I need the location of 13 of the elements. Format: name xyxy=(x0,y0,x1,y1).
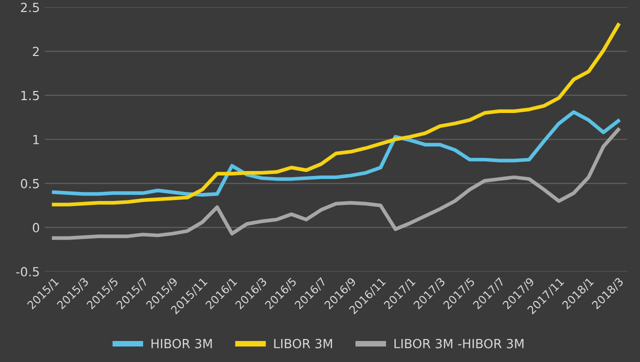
y-tick-label: 1.5 xyxy=(21,90,39,100)
y-tick-label: 1 xyxy=(33,135,39,144)
legend-label: HIBOR 3M xyxy=(152,338,212,348)
y-tick-label: -0.5 xyxy=(16,266,39,276)
line-series xyxy=(52,128,620,240)
y-tick-label: 2 xyxy=(32,46,39,56)
legend-label: LIBOR 3M xyxy=(274,338,332,348)
y-tick-label: 0.5 xyxy=(20,178,39,188)
legend-label: LIBOR 3M -HIBOR 3M xyxy=(394,338,524,348)
y-tick-label: 0 xyxy=(32,222,40,232)
line-series xyxy=(52,23,620,206)
y-tick-label: 2.5 xyxy=(20,2,39,12)
line-series xyxy=(52,110,620,197)
